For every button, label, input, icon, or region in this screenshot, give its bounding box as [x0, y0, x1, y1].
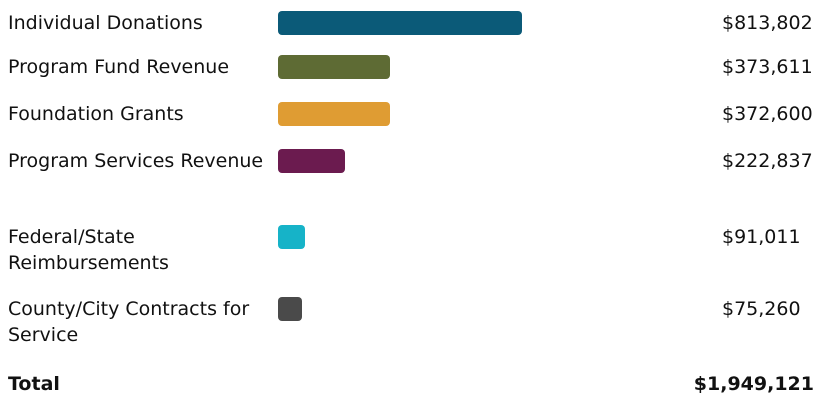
category-label: Program Services Revenue — [8, 150, 264, 172]
category-label: Program Fund Revenue — [8, 56, 230, 78]
bar — [278, 297, 302, 321]
bar — [278, 55, 391, 79]
bar — [278, 225, 306, 249]
category-label: Individual Donations — [8, 12, 203, 34]
value-label: $813,802 — [722, 12, 813, 34]
category-label: Foundation Grants — [8, 103, 184, 125]
bar — [278, 149, 345, 173]
value-label: $222,837 — [722, 150, 813, 172]
value-label: $373,611 — [722, 56, 813, 78]
value-label: $75,260 — [722, 298, 801, 320]
value-label: $91,011 — [722, 226, 801, 248]
category-label: County/City Contracts for Service — [8, 298, 250, 346]
category-label: Federal/State Reimbursements — [8, 226, 169, 274]
bar — [278, 102, 390, 126]
bar — [278, 11, 522, 35]
total-label: Total — [8, 373, 60, 395]
total-value: $1,949,121 — [693, 373, 814, 395]
value-label: $372,600 — [722, 103, 813, 125]
